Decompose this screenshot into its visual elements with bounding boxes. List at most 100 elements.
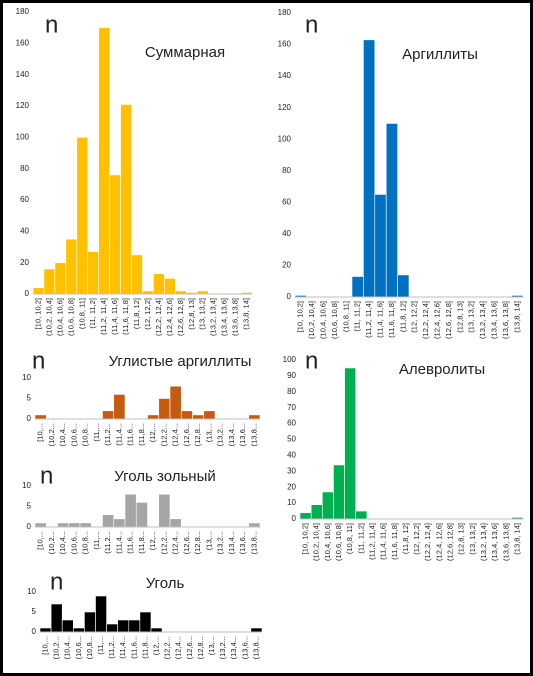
y-tick-label: 5 [32, 607, 37, 616]
x-tick-label: [10, 10,2] [33, 298, 42, 329]
x-tick-label: (13,8, 14] [242, 298, 251, 330]
bar [73, 627, 85, 633]
x-tick-label: (11,6... [126, 531, 135, 554]
x-tick-label: (12,6, 12,8] [176, 298, 185, 336]
y-tick-label: 10 [22, 373, 31, 382]
x-tick-label: (13,8, 14] [512, 523, 521, 555]
bar [32, 287, 45, 295]
x-tick-label: (13,... [207, 636, 216, 655]
x-tick-label: (10,2... [47, 423, 56, 446]
y-tick-label: 40 [287, 451, 296, 460]
x-tick-label: (12,6... [182, 531, 191, 554]
x-tick-label: (12,4, 12,6] [432, 301, 441, 339]
bar [128, 619, 141, 633]
bar [192, 414, 205, 420]
x-tick-label: (13,6, 13,8] [231, 298, 240, 336]
x-tick-label: (11, 11,2] [356, 523, 365, 554]
y-tick-label: 0 [25, 289, 30, 298]
x-tick-label: (10,6... [69, 423, 78, 446]
bar [102, 410, 115, 420]
x-tick-label: (11,6, 11,8] [387, 301, 396, 338]
x-tick-label: (12,4... [171, 531, 180, 554]
y-tick-label: 100 [278, 134, 292, 143]
bar [109, 174, 121, 295]
y-tick-label: 10 [287, 498, 296, 507]
x-tick-label: (13,8... [251, 636, 260, 659]
y-tick-label: 160 [16, 38, 30, 47]
x-tick-label: (10,8... [81, 423, 90, 446]
bar [321, 491, 334, 520]
x-tick-label: (11,6, 11,8] [121, 298, 130, 335]
bar [158, 493, 171, 528]
chart-title: Аргиллиты [402, 46, 478, 63]
x-tick-label: (12,6... [182, 423, 191, 446]
x-tick-label: (10,8... [85, 636, 94, 659]
bar [147, 414, 160, 420]
x-tick-label: (11,6... [129, 636, 138, 659]
x-tick-label: (12,6... [185, 636, 194, 659]
bar [117, 619, 130, 633]
y-tick-label: 100 [283, 355, 297, 364]
x-tick-label: (12, 12,2] [410, 301, 419, 333]
x-tick-label: (12,4... [171, 423, 180, 446]
bar [124, 493, 137, 528]
x-tick-label: (12,6, 12,8] [444, 301, 453, 339]
bar [102, 514, 115, 528]
x-tick-label: (12,... [148, 423, 157, 442]
x-tick-label: (12,4, 12,6] [165, 298, 174, 336]
x-tick-label: (10,8... [81, 531, 90, 554]
bar [158, 398, 171, 420]
bar [351, 276, 364, 298]
x-tick-label: (12,2, 12,4] [423, 523, 432, 561]
x-tick-label: (10,2, 10,4] [44, 298, 53, 336]
y-tick-label: 120 [16, 101, 30, 110]
x-tick-label: (11,8, 12] [132, 298, 141, 329]
y-axis-label: n [40, 462, 53, 489]
x-tick-label: (13,6, 13,8] [501, 523, 510, 561]
x-tick-label: (13,4... [227, 423, 236, 446]
x-tick-label: (11,8, 12] [398, 301, 407, 332]
y-tick-label: 0 [27, 522, 32, 531]
y-tick-label: 80 [20, 164, 29, 173]
x-tick-label: [10, 10,2] [296, 301, 305, 332]
x-tick-label: (12,8, 13] [455, 301, 464, 333]
x-tick-label: (13,8... [249, 423, 258, 446]
x-tick-label: (12, 12,2] [143, 298, 152, 330]
bar [76, 137, 89, 295]
x-tick-label: (12,8... [193, 531, 202, 554]
y-tick-label: 50 [287, 435, 296, 444]
y-tick-label: 0 [32, 627, 37, 636]
x-tick-label: (11,8... [140, 636, 149, 659]
x-tick-label: (12,... [152, 636, 161, 655]
bar [84, 611, 96, 633]
x-tick-label: (12,8, 13] [187, 298, 196, 330]
x-tick-label: (11,... [92, 423, 101, 442]
y-tick-label: 80 [282, 166, 291, 175]
x-tick-label: (13,4, 13,6] [490, 523, 499, 561]
y-tick-label: 60 [20, 195, 29, 204]
bar [169, 385, 182, 420]
x-tick-label: (10,2... [47, 531, 56, 554]
x-tick-label: (11,2... [103, 531, 112, 554]
y-tick-label: 20 [282, 261, 291, 270]
x-tick-label: (12,6, 12,8] [446, 523, 455, 561]
x-tick-label: (10,6, 10,8] [66, 298, 75, 336]
bar [34, 522, 47, 528]
y-tick-label: 120 [278, 103, 292, 112]
x-tick-label: (13,4... [229, 636, 238, 659]
x-tick-label: (13, 13,2] [468, 523, 477, 555]
y-axis-label: n [305, 11, 318, 38]
x-tick-label: (11,2, 11,4] [364, 301, 373, 338]
y-tick-label: 5 [27, 502, 32, 511]
x-tick-label: (13,2, 13,4] [209, 298, 218, 336]
y-tick-label: 0 [27, 414, 32, 423]
x-tick-label: (13, 13,2] [198, 298, 207, 330]
x-tick-label: (12, 12,2] [412, 523, 421, 555]
x-tick-label: (13,2, 13,4] [479, 523, 488, 561]
x-tick-label: (13,2... [216, 531, 225, 554]
x-tick-label: (12,8, 13] [457, 523, 466, 555]
y-tick-label: 60 [282, 197, 291, 206]
x-tick-label: (11,4, 11,6] [110, 298, 119, 335]
